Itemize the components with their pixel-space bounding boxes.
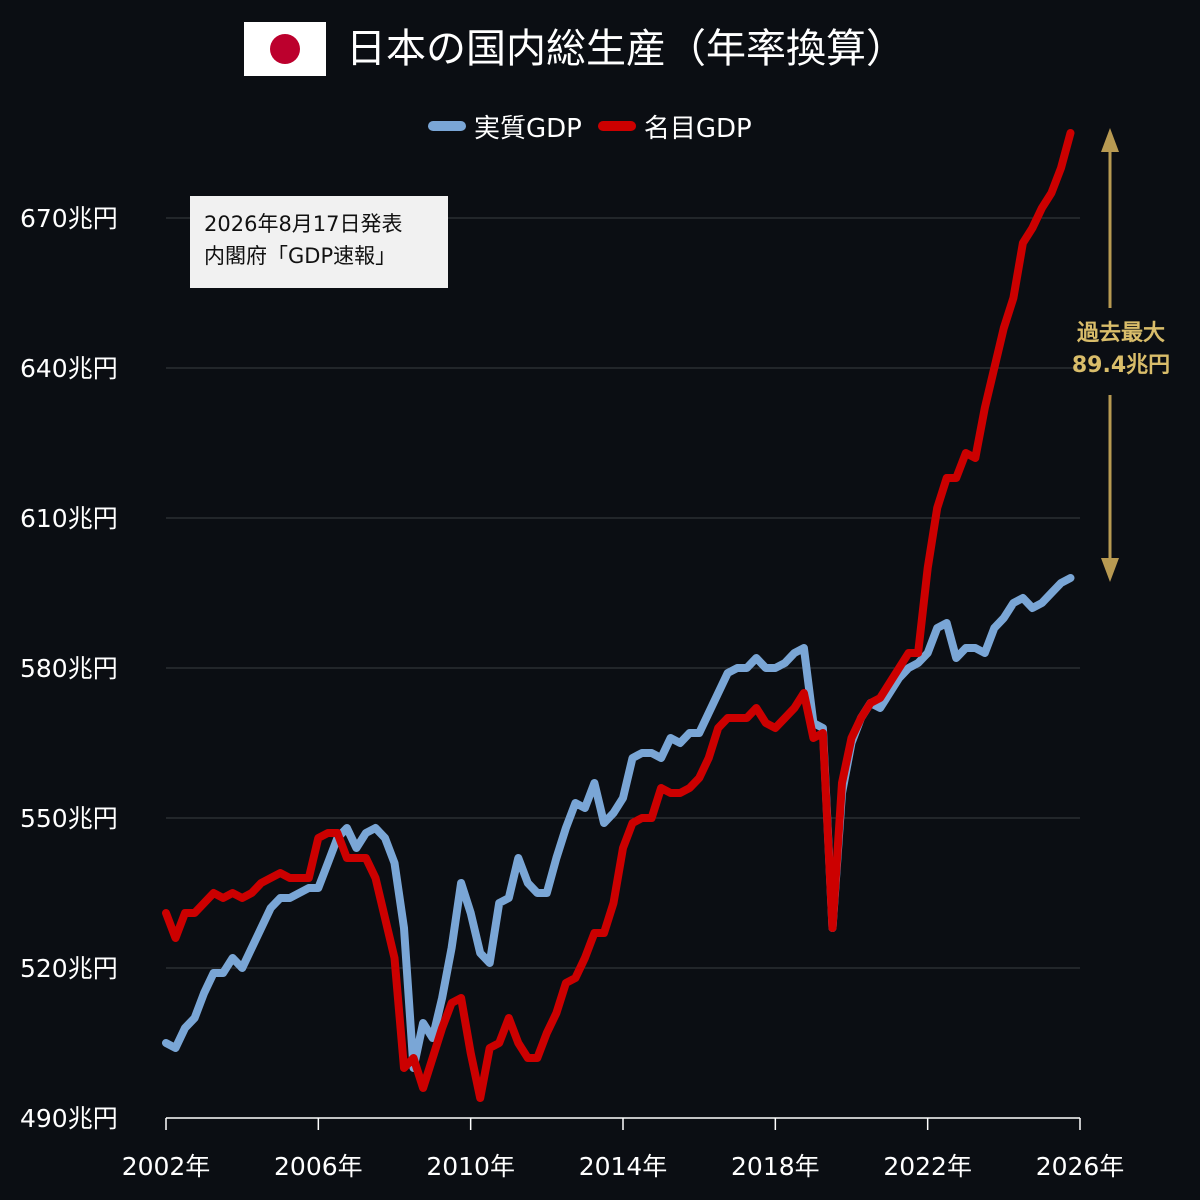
gap-arrow-down-head (1101, 558, 1119, 582)
x-tick-label-2014: 2014年 (579, 1152, 668, 1181)
y-tick-label-670: 670兆円 (20, 204, 118, 233)
grid-lines (166, 217, 1080, 969)
legend-swatch-real (428, 121, 466, 131)
legend: 実質GDP 名目GDP (428, 106, 768, 146)
series-lines (162, 129, 1075, 1102)
source-note-publisher: 内閣府「GDP速報」 (204, 244, 397, 268)
y-tick-label-610: 610兆円 (20, 504, 118, 533)
source-note-date: 2026年8月17日発表 (204, 212, 403, 236)
y-tick-label-580: 580兆円 (20, 654, 118, 683)
legend-label-nominal: 名目GDP (643, 113, 752, 144)
y-tick-label-520: 520兆円 (20, 954, 118, 983)
y-tick-label-550: 550兆円 (20, 804, 118, 833)
series-line-nominal (162, 129, 1075, 1102)
source-note: 2026年8月17日発表 内閣府「GDP速報」 (190, 196, 448, 288)
x-tick-label-2006: 2006年 (274, 1152, 363, 1181)
gap-annotation-label: 過去最大 (1076, 321, 1165, 346)
legend-item-nominal: 名目GDP (597, 108, 752, 145)
series-line-real (162, 574, 1075, 1072)
x-tick-label-2022: 2022年 (883, 1152, 972, 1181)
x-axis: 2002年 2006年 2010年 2014年 2018年 2022年 2026年 (122, 1117, 1125, 1181)
y-tick-label-640: 640兆円 (20, 354, 118, 383)
y-tick-label-490: 490兆円 (20, 1104, 118, 1133)
x-tick-label-2002: 2002年 (122, 1152, 211, 1181)
gap-annotation-value: 89.4兆円 (1071, 353, 1171, 378)
legend-item-real: 実質GDP (428, 108, 582, 145)
x-tick-label-2010: 2010年 (426, 1152, 515, 1181)
flag-red-disc (270, 34, 300, 64)
gap-arrow-up-head (1101, 128, 1119, 152)
legend-label-real: 実質GDP (474, 113, 582, 144)
y-axis-tick-labels: 490兆円 520兆円 550兆円 580兆円 610兆円 640兆円 670兆円 (20, 204, 118, 1133)
gap-annotation: 過去最大 89.4兆円 (1046, 318, 1196, 382)
japan-flag-icon (244, 22, 326, 76)
gap-arrow (1101, 128, 1119, 582)
legend-swatch-nominal (597, 121, 636, 131)
x-tick-label-2018: 2018年 (731, 1152, 820, 1181)
chart-title: 日本の国内総生産（年率換算） (346, 26, 906, 72)
x-tick-label-2026: 2026年 (1036, 1152, 1125, 1181)
